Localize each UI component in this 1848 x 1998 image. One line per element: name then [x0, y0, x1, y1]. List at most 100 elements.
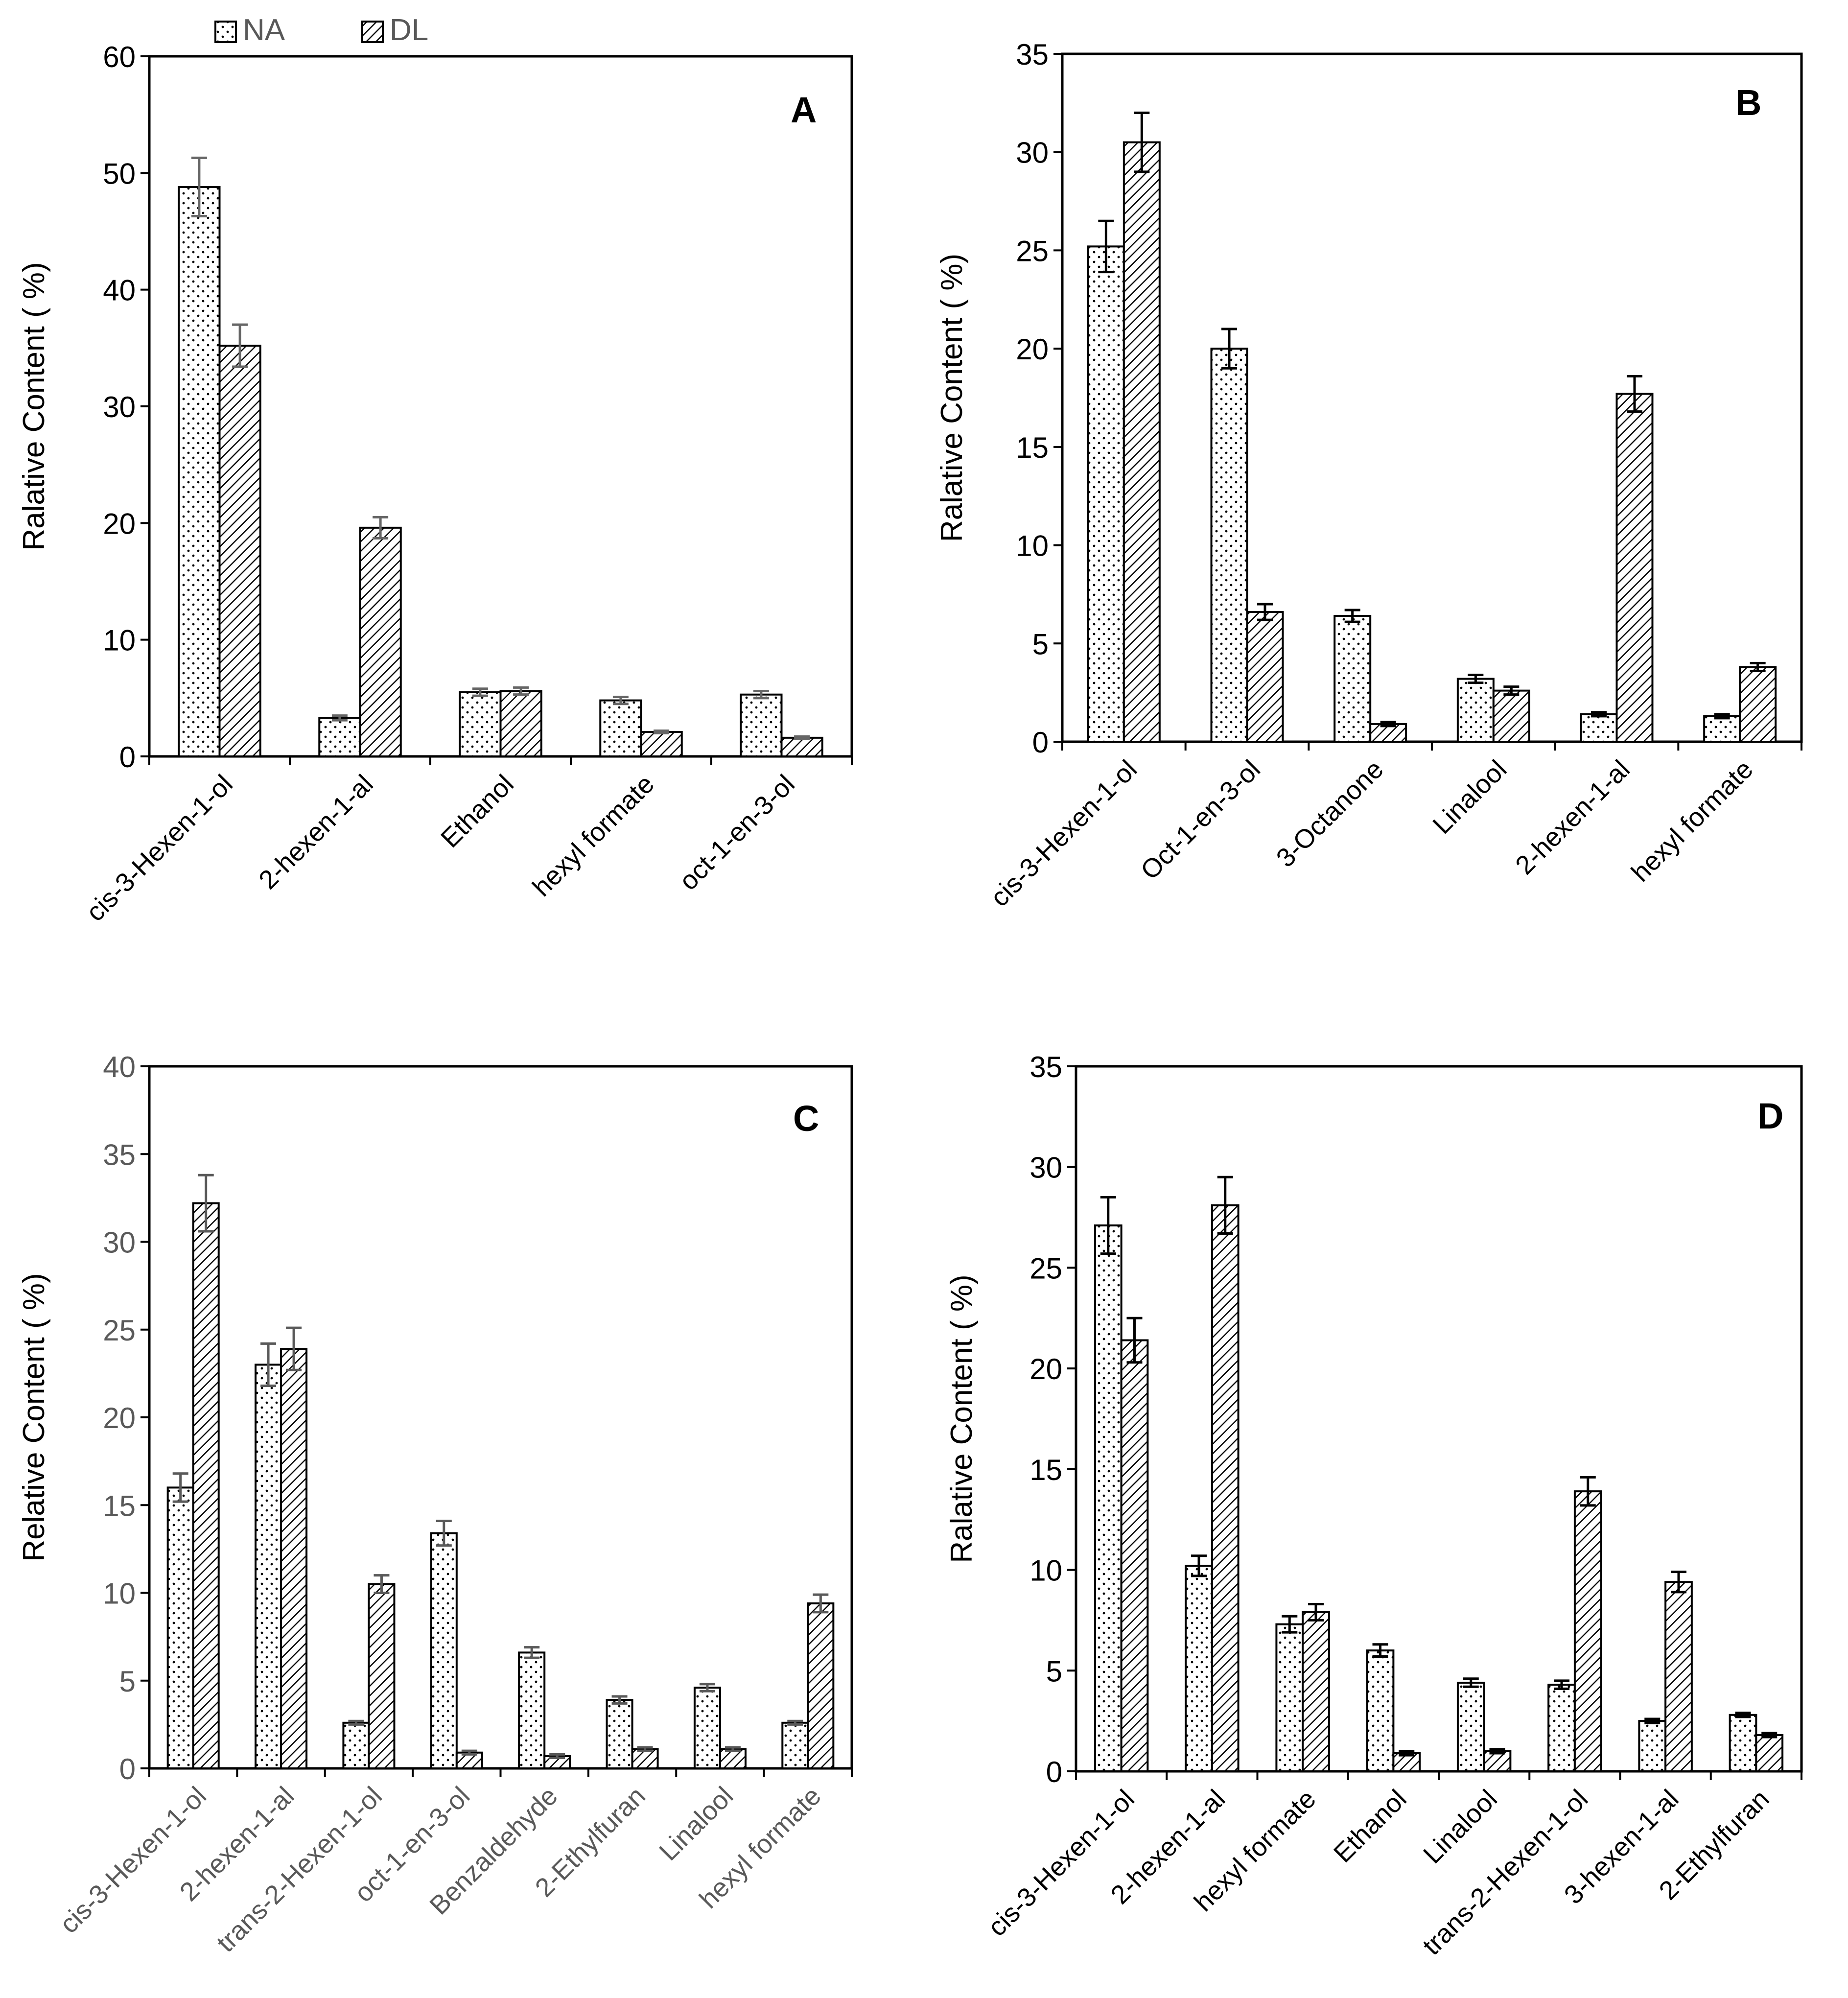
x-tick-label: cis-3-Hexen-1-ol — [982, 1784, 1141, 1942]
bar-na — [430, 1532, 458, 1770]
bar-na — [1275, 1623, 1304, 1773]
bar-na — [1729, 1714, 1757, 1773]
y-tick-label: 0 — [119, 741, 136, 774]
y-tick-label: 0 — [119, 1753, 136, 1786]
bar-na — [781, 1721, 809, 1770]
y-tick-label: 35 — [103, 1138, 136, 1171]
y-tick-label: 60 — [103, 41, 136, 73]
bar-dl — [807, 1602, 835, 1769]
y-tick-label: 50 — [103, 157, 136, 190]
bar-na — [1094, 1224, 1123, 1772]
bar-na — [178, 186, 221, 757]
x-tick-label: Linalool — [654, 1781, 739, 1866]
bar-na — [1366, 1649, 1395, 1772]
x-tick-label: 2-hexen-1-al — [1510, 754, 1636, 880]
y-tick-label: 10 — [1029, 1554, 1062, 1587]
bar-na — [599, 699, 642, 757]
legend: NA DL — [214, 13, 428, 47]
chart-panel-c: 0 5 10 15 20 25 30 35 40 Relative Content ( %) Cci… — [17, 1051, 853, 1958]
y-tick-label: 30 — [103, 1226, 136, 1259]
bar-na — [342, 1721, 370, 1770]
panel-label: A — [791, 90, 817, 130]
x-tick-label: hexyl formate — [527, 769, 660, 902]
panel-label: C — [793, 1098, 819, 1139]
bar-dl — [499, 690, 542, 757]
bar-dl — [1755, 1734, 1784, 1773]
chart-panel-a: 0 10 20 30 40 50 60 Ralative Content ( %) Acis-3… — [17, 41, 853, 927]
bar-dl — [631, 1748, 659, 1769]
legend-swatch-na — [214, 21, 237, 43]
panel-label: D — [1757, 1096, 1783, 1136]
y-tick-label: 15 — [103, 1489, 136, 1522]
bar-na — [1456, 678, 1495, 743]
y-tick-label: 30 — [1029, 1152, 1062, 1184]
y-tick-label: 20 — [1016, 333, 1049, 366]
bar-dl — [192, 1202, 220, 1769]
bar-na — [459, 691, 502, 757]
x-tick-label: cis-3-Hexen-1-ol — [54, 1781, 212, 1939]
bar-na — [1185, 1565, 1213, 1772]
bar-dl — [1615, 393, 1654, 743]
y-tick-label: 10 — [1016, 530, 1049, 563]
bar-na — [1210, 348, 1248, 743]
y-tick-label: 20 — [103, 1402, 136, 1434]
bar-na — [1638, 1720, 1667, 1772]
y-tick-label: 10 — [103, 1577, 136, 1610]
bar-dl — [640, 730, 683, 757]
bar-dl — [1573, 1490, 1602, 1772]
y-tick-label: 35 — [1029, 1051, 1062, 1083]
y-tick-label: 30 — [103, 391, 136, 423]
y-tick-label: 35 — [1016, 38, 1049, 71]
bar-na — [740, 693, 783, 758]
legend-swatch-dl — [361, 21, 384, 43]
plot-frame — [1061, 52, 1803, 743]
bar-dl — [218, 345, 261, 757]
y-axis-title: Ralative Content ( %) — [935, 254, 969, 542]
x-tick-label: 2-hexen-1-al — [253, 769, 379, 895]
bar-na — [1580, 713, 1618, 743]
bar-dl — [1120, 1339, 1149, 1773]
y-tick-label: 25 — [1029, 1252, 1062, 1285]
bar-na — [606, 1699, 633, 1770]
bar-dl — [1211, 1204, 1240, 1772]
x-tick-label: Oct-1-en-3-ol — [1135, 754, 1266, 885]
y-tick-label: 5 — [119, 1665, 136, 1698]
x-tick-label: 3-Octanone — [1271, 754, 1389, 873]
y-tick-label: 40 — [103, 274, 136, 307]
bar-dl — [780, 736, 823, 758]
y-tick-label: 40 — [103, 1051, 136, 1083]
y-tick-label: 10 — [103, 624, 136, 657]
x-tick-label: Linalool — [1418, 1784, 1503, 1869]
y-tick-label: 25 — [1016, 235, 1049, 267]
bar-na — [518, 1651, 546, 1769]
y-tick-label: 0 — [1046, 1756, 1062, 1788]
x-tick-label: trans-2-Hexen-1-ol — [211, 1781, 388, 1958]
x-tick-label: oct-1-en-3-ol — [674, 769, 800, 896]
x-tick-label: hexyl formate — [1626, 754, 1759, 888]
bar-na — [1456, 1681, 1485, 1772]
bar-dl — [359, 526, 402, 758]
y-tick-label: 20 — [103, 507, 136, 540]
y-tick-label: 15 — [1029, 1454, 1062, 1486]
bar-na — [693, 1687, 721, 1770]
legend-label-dl: DL — [390, 13, 428, 47]
bar-na — [318, 717, 361, 757]
panel-label: B — [1735, 82, 1761, 123]
y-tick-label: 20 — [1029, 1353, 1062, 1386]
bar-dl — [1739, 666, 1777, 743]
bar-na — [255, 1363, 282, 1769]
y-axis-title: Ralative Content ( %) — [17, 262, 51, 550]
chart-panel-b: 0 5 10 15 20 25 30 35 Ralative Content ( %) Bcis-… — [935, 38, 1803, 913]
bar-dl — [280, 1348, 308, 1770]
bar-dl — [1483, 1750, 1512, 1773]
bar-dl — [368, 1583, 396, 1769]
bar-na — [1333, 615, 1372, 743]
x-tick-label: Ethanol — [435, 769, 519, 853]
bar-dl — [1664, 1581, 1693, 1772]
x-tick-label: trans-2-Hexen-1-ol — [1417, 1784, 1594, 1961]
y-tick-label: 5 — [1046, 1655, 1062, 1688]
y-tick-label: 30 — [1016, 137, 1049, 169]
x-tick-label: cis-3-Hexen-1-ol — [80, 769, 238, 927]
y-tick-label: 15 — [1016, 431, 1049, 464]
